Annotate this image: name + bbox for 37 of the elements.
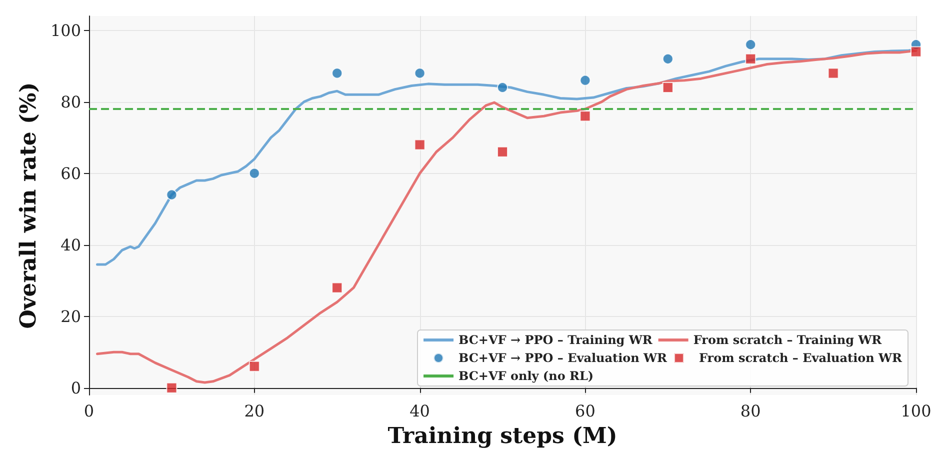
point	[662, 53, 674, 64]
point	[332, 68, 343, 79]
y-tick-label: 40	[60, 235, 81, 254]
point	[248, 168, 260, 179]
x-tick-label: 60	[575, 402, 596, 420]
point	[580, 74, 591, 86]
y-tick-label: 20	[60, 306, 81, 326]
x-axis-title: Training steps (M)	[388, 423, 618, 449]
y-tick-label: 0	[70, 378, 81, 398]
legend-label: BC+VF → PPO – Evaluation WR	[458, 351, 668, 365]
point	[166, 189, 178, 200]
point	[745, 53, 756, 64]
point	[580, 110, 591, 122]
point	[662, 82, 674, 94]
point	[497, 146, 508, 158]
point	[248, 360, 260, 372]
point	[414, 139, 426, 150]
point	[497, 82, 508, 94]
point	[414, 68, 426, 79]
x-tick-label: 0	[84, 402, 94, 420]
legend-label: BC+VF only (no RL)	[458, 369, 594, 383]
y-tick-label: 80	[60, 92, 81, 112]
y-tick-label: 60	[60, 164, 81, 183]
legend-label: From scratch – Training WR	[693, 333, 883, 347]
point	[828, 68, 839, 79]
x-tick-label: 40	[410, 402, 430, 420]
x-tick-label: 20	[244, 402, 265, 420]
point	[332, 282, 343, 294]
legend-label: BC+VF → PPO – Training WR	[458, 333, 654, 347]
point	[745, 39, 756, 50]
y-tick-label: 100	[50, 20, 81, 40]
x-tick-label: 80	[740, 402, 761, 420]
point	[166, 382, 178, 394]
legend-label: From scratch – Evaluation WR	[698, 351, 904, 365]
y-axis-title: Overall win rate (%)	[16, 82, 42, 329]
point	[910, 46, 922, 58]
x-tick-label: 100	[900, 402, 932, 420]
